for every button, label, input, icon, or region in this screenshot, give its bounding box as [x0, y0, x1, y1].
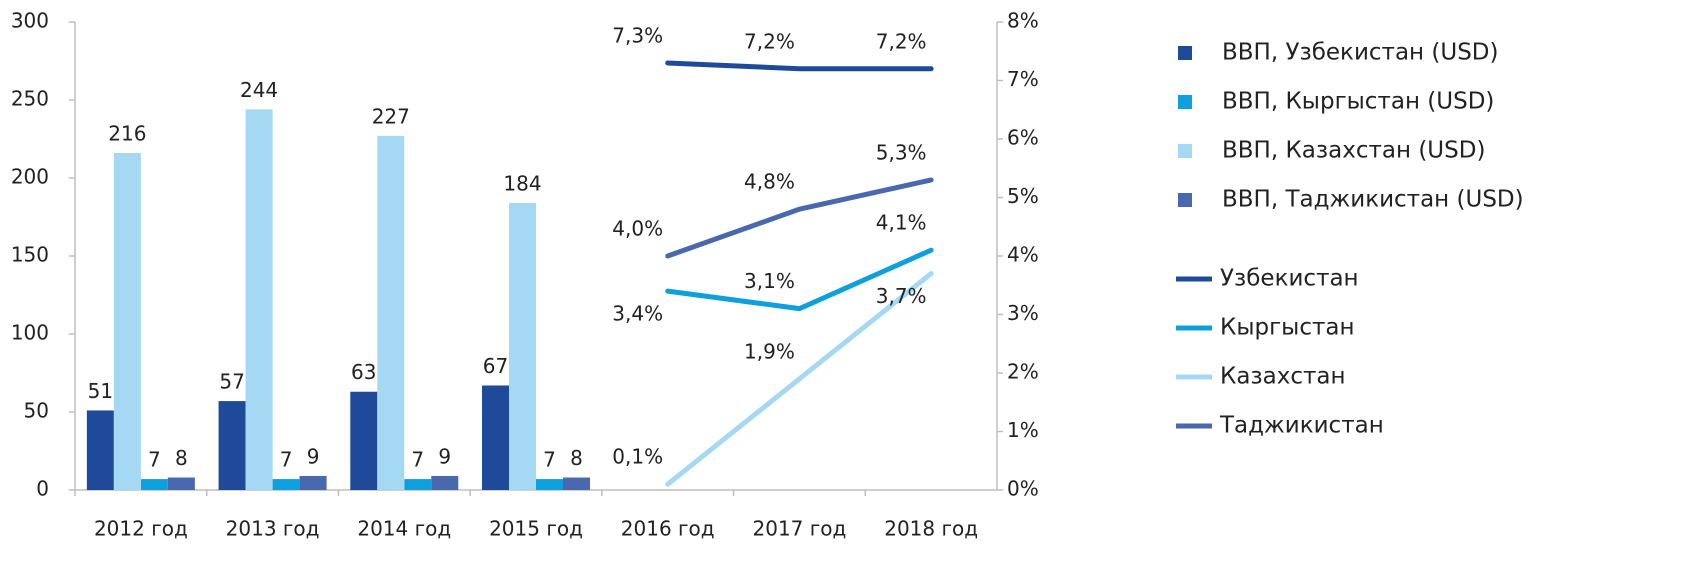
- line: [665, 177, 934, 259]
- bar: [509, 202, 536, 490]
- line-value-label: 4,1%: [876, 211, 927, 235]
- bar-value-label: 9: [307, 444, 320, 468]
- y-tick-label: 50: [24, 399, 49, 423]
- bar: [113, 153, 141, 491]
- y-tick-label: 100: [11, 321, 49, 345]
- bar-value-label: 7: [411, 448, 424, 472]
- y2-tick-label: 2%: [1007, 360, 1039, 384]
- bar-value-label: 216: [108, 122, 146, 146]
- line-value-label: 7,2%: [876, 29, 927, 53]
- y-tick-label: 250: [11, 87, 49, 111]
- bar-value-label: 8: [175, 446, 188, 470]
- y2-tick-label: 6%: [1007, 126, 1039, 150]
- bar-value-label: 9: [438, 444, 451, 468]
- legend-label: Кыргыстан: [1220, 315, 1355, 341]
- y2-tick-label: 0%: [1007, 477, 1039, 501]
- legend-label: ВВП, Кыргыстан (USD): [1222, 89, 1494, 115]
- bar: [563, 477, 590, 490]
- y2-tick-label: 5%: [1007, 184, 1039, 208]
- bar-value-label: 67: [483, 354, 508, 378]
- bar-value-label: 57: [219, 370, 244, 394]
- bar: [431, 475, 459, 490]
- bar-value-label: 7: [148, 448, 161, 472]
- bar: [350, 391, 378, 490]
- y2-tick-label: 4%: [1007, 243, 1039, 267]
- bar-value-label: 51: [88, 379, 113, 403]
- y-tick-label: 300: [11, 9, 49, 33]
- y-tick-label: 0: [36, 477, 49, 501]
- line-value-label: 7,2%: [744, 29, 795, 53]
- x-tick-label: 2016 год: [621, 517, 715, 541]
- line-value-label: 0,1%: [612, 445, 663, 469]
- legend-label: Узбекистан: [1220, 266, 1359, 292]
- line: [665, 60, 934, 72]
- legend-label: ВВП, Узбекистан (USD): [1222, 40, 1498, 66]
- bar-value-label: 7: [280, 448, 293, 472]
- bar: [218, 401, 246, 490]
- bar: [536, 479, 563, 490]
- legend-swatch: [1178, 46, 1192, 60]
- bar: [299, 475, 327, 490]
- y2-tick-label: 7%: [1007, 67, 1039, 91]
- bar-value-label: 244: [240, 78, 278, 102]
- x-tick-label: 2017 год: [753, 517, 847, 541]
- bar: [245, 109, 273, 491]
- bar: [86, 410, 114, 490]
- line-value-label: 3,1%: [744, 269, 795, 293]
- x-tick-label: 2012 год: [94, 517, 188, 541]
- y-tick-label: 200: [11, 165, 49, 189]
- legend-label: ВВП, Казахстан (USD): [1222, 138, 1485, 164]
- bar: [377, 135, 405, 490]
- bar: [482, 385, 509, 490]
- line-value-label: 1,9%: [744, 339, 795, 363]
- bar-value-label: 7: [543, 448, 556, 472]
- bar-value-label: 227: [372, 104, 410, 128]
- x-tick-label: 2014 год: [357, 517, 451, 541]
- bar: [140, 479, 168, 490]
- x-tick-label: 2013 год: [226, 517, 320, 541]
- legend-label: Казахстан: [1220, 364, 1346, 390]
- y2-tick-label: 3%: [1007, 301, 1039, 325]
- legend-swatch: [1178, 144, 1192, 158]
- line-value-label: 7,3%: [612, 23, 663, 47]
- bar-value-label: 8: [570, 446, 583, 470]
- line-value-label: 3,4%: [612, 302, 663, 326]
- legend-swatch: [1178, 95, 1192, 109]
- y2-tick-label: 8%: [1007, 9, 1039, 33]
- bar: [167, 477, 195, 490]
- x-tick-label: 2018 год: [884, 517, 978, 541]
- line-value-label: 3,7%: [876, 284, 927, 308]
- bar-value-label: 63: [351, 360, 376, 384]
- line-value-label: 4,0%: [612, 217, 663, 241]
- y-tick-label: 150: [11, 243, 49, 267]
- x-tick-label: 2015 год: [489, 517, 583, 541]
- y2-tick-label: 1%: [1007, 418, 1039, 442]
- legend-label: Таджикистан: [1219, 413, 1384, 439]
- bar-value-label: 184: [503, 171, 541, 195]
- legend-swatch: [1178, 193, 1192, 207]
- line-value-label: 5,3%: [876, 140, 927, 164]
- line: [665, 271, 934, 487]
- bar: [272, 479, 300, 490]
- line: [665, 247, 934, 312]
- bar: [404, 479, 432, 490]
- legend-label: ВВП, Таджикистан (USD): [1222, 187, 1524, 213]
- line-value-label: 4,8%: [744, 170, 795, 194]
